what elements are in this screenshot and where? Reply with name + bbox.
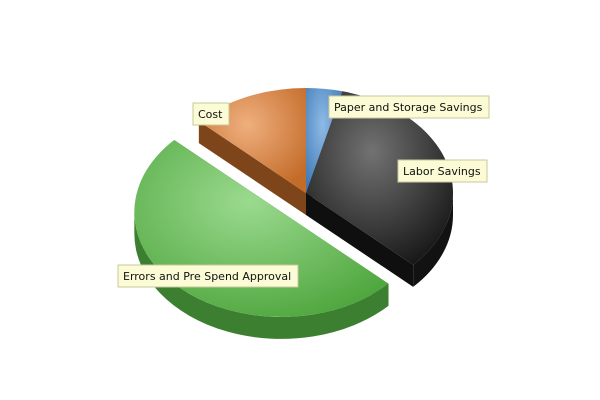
svg-text:Paper and Storage Savings: Paper and Storage Savings bbox=[334, 101, 483, 114]
svg-text:Labor Savings: Labor Savings bbox=[403, 165, 481, 178]
svg-text:Cost: Cost bbox=[198, 108, 223, 121]
svg-text:Errors and Pre Spend Approval: Errors and Pre Spend Approval bbox=[123, 270, 291, 283]
pie-slice-labor-savings bbox=[306, 91, 453, 287]
slice-label-labor-savings: Labor Savings bbox=[397, 159, 488, 183]
slice-label-cost: Cost bbox=[192, 102, 230, 126]
slice-label-errors-and-pre-spend-approval: Errors and Pre Spend Approval bbox=[117, 264, 299, 288]
slice-label-paper-and-storage-savings: Paper and Storage Savings bbox=[328, 95, 490, 119]
